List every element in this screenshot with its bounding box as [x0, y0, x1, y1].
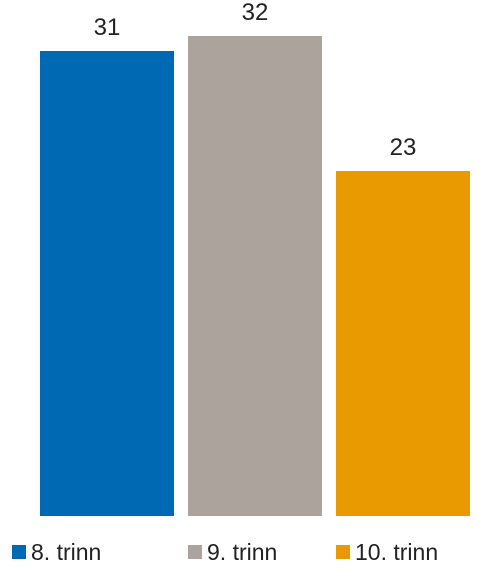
legend-item-9-trinn: 9. trinn [188, 539, 277, 565]
bar-8-trinn [40, 51, 174, 516]
data-label-8-trinn: 31 [94, 14, 121, 41]
bar-9-trinn [188, 36, 322, 516]
bar-10-trinn [336, 171, 470, 516]
legend: 8. trinn 9. trinn 10. trinn [12, 539, 438, 565]
legend-swatch-8-trinn [12, 545, 26, 559]
data-labels-layer: 31 32 23 [94, 0, 417, 161]
legend-swatch-9-trinn [188, 545, 202, 559]
legend-item-8-trinn: 8. trinn [12, 539, 101, 565]
legend-label-8-trinn: 8. trinn [31, 539, 101, 565]
legend-label-10-trinn: 10. trinn [355, 539, 438, 565]
bars-layer [40, 36, 470, 516]
legend-item-10-trinn: 10. trinn [336, 539, 438, 565]
data-label-9-trinn: 32 [242, 0, 269, 26]
legend-swatch-10-trinn [336, 545, 350, 559]
data-label-10-trinn: 23 [390, 134, 417, 161]
legend-label-9-trinn: 9. trinn [207, 539, 277, 565]
